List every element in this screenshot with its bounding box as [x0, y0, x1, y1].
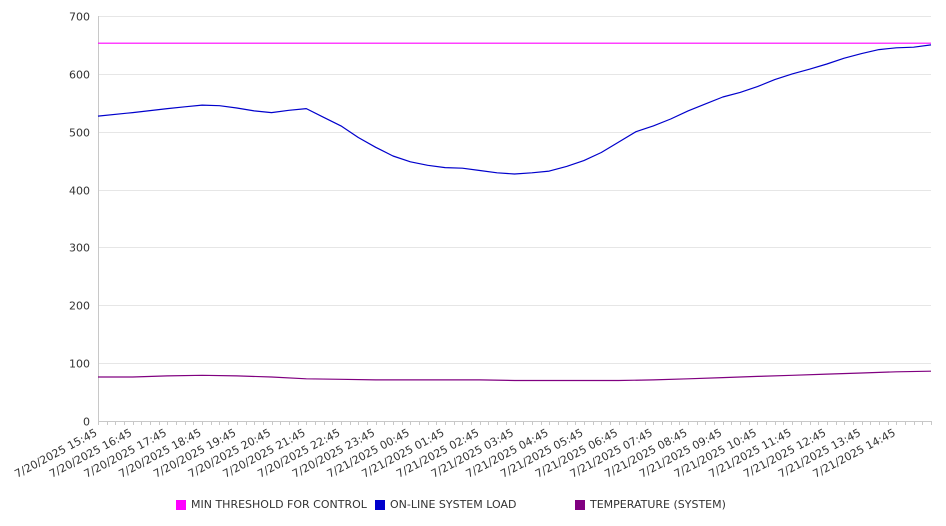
series-line-system-load: [97, 44, 932, 175]
y-tick-label: 0: [83, 416, 90, 429]
y-tick-label: 400: [69, 185, 90, 198]
y-tick-label: 200: [69, 300, 90, 313]
x-tick-labels: 7/20/2025 15:457/20/2025 16:457/20/2025 …: [12, 426, 897, 480]
legend-item-min-threshold[interactable]: MIN THRESHOLD FOR CONTROL: [176, 498, 367, 511]
series-lines: [97, 42, 932, 382]
legend-swatch-min-threshold: [176, 499, 186, 510]
y-tick-label: 300: [69, 242, 90, 255]
legend-item-system-load[interactable]: ON-LINE SYSTEM LOAD: [375, 498, 516, 511]
gridlines: [98, 16, 931, 364]
legend-swatch-temperature: [575, 499, 585, 510]
y-tick-label: 700: [69, 11, 90, 24]
axes: [98, 16, 932, 425]
y-tick-label: 600: [69, 69, 90, 82]
legend-label-system-load: ON-LINE SYSTEM LOAD: [390, 498, 517, 511]
y-tick-labels: 0 100 200 300 400 500 600 700: [69, 11, 90, 429]
legend: MIN THRESHOLD FOR CONTROL ON-LINE SYSTEM…: [0, 498, 946, 514]
y-tick-label: 500: [69, 127, 90, 140]
legend-label-min-threshold: MIN THRESHOLD FOR CONTROL: [191, 498, 367, 511]
x-minor-ticks: [98, 421, 932, 425]
legend-swatch-system-load: [375, 499, 385, 510]
legend-item-temperature[interactable]: TEMPERATURE (SYSTEM): [575, 498, 726, 511]
legend-label-temperature: TEMPERATURE (SYSTEM): [590, 498, 726, 511]
series-line-temperature: [98, 370, 932, 382]
y-tick-label: 100: [69, 358, 90, 371]
